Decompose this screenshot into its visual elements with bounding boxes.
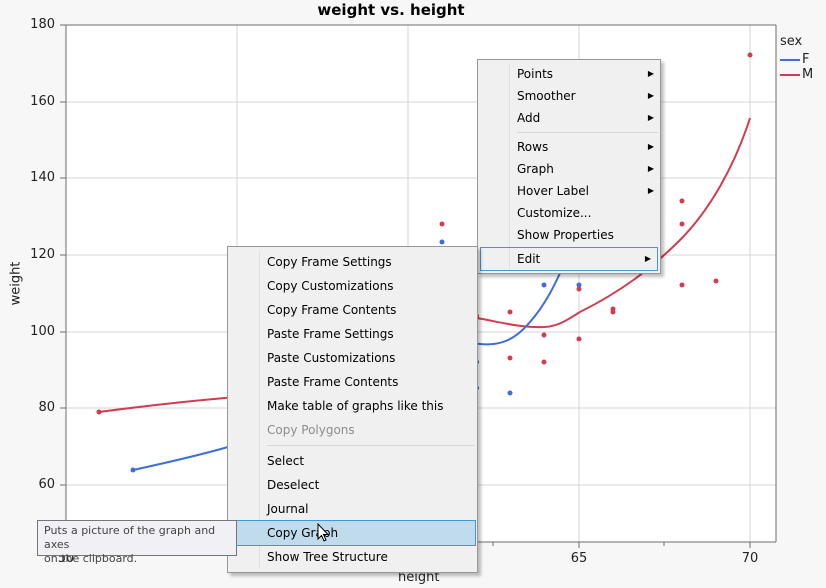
y-tick-label: 160 <box>30 94 55 109</box>
menu-item-edit[interactable]: Edit ▶ <box>480 247 658 271</box>
mouse-cursor-icon <box>317 523 330 542</box>
x-axis-label: height <box>398 570 440 585</box>
tooltip: Puts a picture of the graph and axes on … <box>37 520 237 565</box>
tooltip-line-1: Puts a picture of the graph and axes <box>44 524 216 551</box>
chart-title: weight vs. height <box>317 1 465 19</box>
legend-label-m: M <box>802 67 814 82</box>
points-m[interactable] <box>96 52 753 415</box>
legend[interactable]: sex F M <box>780 34 813 82</box>
x-tick-label: 65 <box>570 551 588 566</box>
menu-item-graph[interactable]: Graph ▶ <box>478 158 660 180</box>
y-tick-label: 60 <box>38 477 55 492</box>
y-tick-label: 120 <box>30 247 55 262</box>
menu-item-copy-frame-settings[interactable]: Copy Frame Settings <box>267 255 392 269</box>
submenu-arrow-icon: ▶ <box>644 254 651 263</box>
menu-item-customize[interactable]: Customize... <box>517 206 592 220</box>
legend-swatch-m <box>780 73 800 76</box>
menu-separator <box>517 132 658 133</box>
menu-item-journal[interactable]: Journal <box>267 502 309 516</box>
y-tick-label: 180 <box>30 17 55 32</box>
y-tick-label: 140 <box>30 170 55 185</box>
menu-item-hover-label[interactable]: Hover Label ▶ <box>478 180 660 202</box>
menu-gutter <box>259 251 260 568</box>
x-tick-label: 70 <box>741 551 759 566</box>
submenu-arrow-icon: ▶ <box>647 113 654 122</box>
menu-item-rows[interactable]: Rows ▶ <box>478 136 660 158</box>
menu-item-copy-frame-contents[interactable]: Copy Frame Contents <box>267 303 397 317</box>
legend-title: sex <box>780 34 803 49</box>
menu-item-make-table-of-graphs[interactable]: Make table of graphs like this <box>267 399 444 413</box>
legend-item-f[interactable]: F <box>780 52 813 67</box>
submenu-arrow-icon: ▶ <box>647 91 654 100</box>
menu-item-paste-frame-settings[interactable]: Paste Frame Settings <box>267 327 394 341</box>
context-menu: Points ▶ Smoother ▶ Add ▶ Rows ▶ Graph ▶ Hove… <box>477 59 661 274</box>
menu-item-show-tree-structure[interactable]: Show Tree Structure <box>267 550 388 564</box>
legend-item-m[interactable]: M <box>780 67 813 82</box>
menu-item-copy-polygons: Copy Polygons <box>267 423 355 437</box>
menu-gutter <box>509 64 510 269</box>
menu-separator <box>267 445 475 446</box>
menu-item-smoother[interactable]: Smoother ▶ <box>478 85 660 107</box>
menu-item-copy-graph[interactable]: Copy Graph <box>229 520 476 546</box>
submenu-arrow-icon: ▶ <box>647 142 654 151</box>
submenu-arrow-icon: ▶ <box>647 69 654 78</box>
menu-item-paste-frame-contents[interactable]: Paste Frame Contents <box>267 375 399 389</box>
y-tick-label: 100 <box>30 324 55 339</box>
tooltip-line-2: on the clipboard. <box>44 552 138 565</box>
menu-item-show-properties[interactable]: Show Properties <box>517 228 614 242</box>
menu-item-paste-customizations[interactable]: Paste Customizations <box>267 351 396 365</box>
menu-item-select[interactable]: Select <box>267 454 305 468</box>
menu-item-points[interactable]: Points ▶ <box>478 63 660 85</box>
menu-item-copy-customizations[interactable]: Copy Customizations <box>267 279 394 293</box>
y-tick-label: 80 <box>38 400 55 415</box>
menu-item-add[interactable]: Add ▶ <box>478 107 660 129</box>
submenu-arrow-icon: ▶ <box>647 164 654 173</box>
edit-submenu: Copy Frame Settings Copy Customizations … <box>227 246 478 573</box>
menu-item-deselect[interactable]: Deselect <box>267 478 320 492</box>
submenu-arrow-icon: ▶ <box>647 186 654 195</box>
legend-swatch-f <box>780 58 800 61</box>
legend-label-f: F <box>802 52 810 67</box>
y-axis-label: weight <box>8 261 24 306</box>
